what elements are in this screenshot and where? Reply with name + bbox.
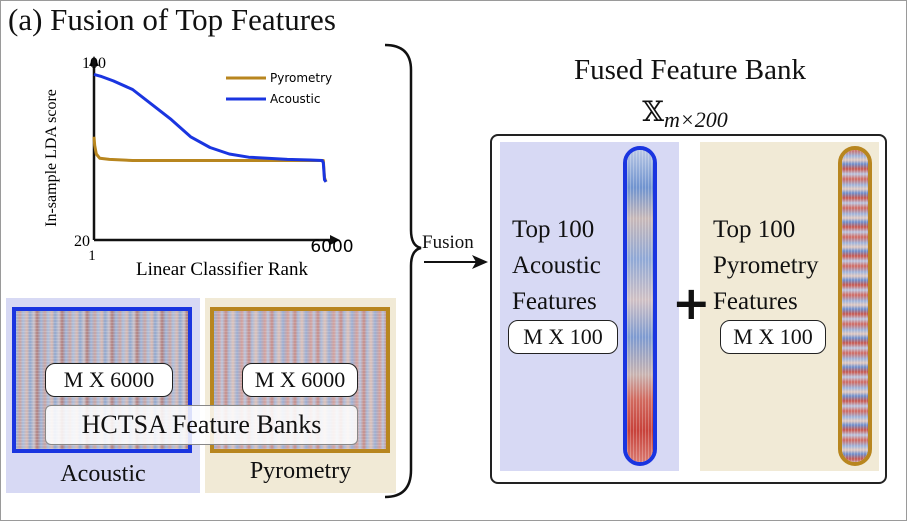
pyrometry-size-label: M X 6000 <box>242 363 358 397</box>
legend-label-acoustic: Acoustic <box>270 92 320 106</box>
x-tick-label-end: 6000 <box>310 237 353 257</box>
fused-pyrometry-text: Top 100 Pyrometry Features <box>713 212 819 320</box>
series-line-acoustic <box>93 72 328 183</box>
fused-pyrometry-line2: Pyrometry <box>713 252 819 279</box>
y-tick-label-max: 100 <box>82 55 106 72</box>
fused-bank-subscript: m×200 <box>664 107 728 132</box>
fusion-arrow <box>424 255 488 269</box>
fused-acoustic-size: M X 100 <box>508 320 618 354</box>
fused-bank-title: Fused Feature Bank <box>574 54 806 86</box>
fused-pyrometry-size: M X 100 <box>720 320 826 354</box>
fused-pyrometry-line3: Features <box>713 288 798 315</box>
plus-sign: + <box>672 276 711 330</box>
y-tick-label-min: 20 <box>74 233 90 250</box>
x-axis-arrow <box>330 235 340 245</box>
figure-title: (a) Fusion of Top Features <box>8 2 336 37</box>
hctsa-banner: HCTSA Feature Banks <box>45 405 358 445</box>
fused-pyrometry-line1: Top 100 <box>713 216 796 243</box>
acoustic-feature-column <box>623 146 657 466</box>
fused-acoustic-line2: Acoustic <box>512 252 601 279</box>
acoustic-size-label: M X 6000 <box>45 363 173 397</box>
fused-acoustic-text: Top 100 Acoustic Features <box>512 212 601 320</box>
pyrometry-panel-label: Pyrometry <box>249 458 352 484</box>
pyrometry-feature-column <box>838 146 872 466</box>
x-axis-label: Linear Classifier Rank <box>136 259 309 280</box>
lda-score-chart: 1 6000 20 100 Linear Classifier Rank In-sampl… <box>43 55 354 280</box>
y-axis-arrow <box>89 56 99 66</box>
acoustic-panel-label: Acoustic <box>60 461 146 487</box>
grouping-bracket <box>384 43 422 499</box>
y-axis-label: In-sample LDA score <box>43 89 60 227</box>
fused-bank-box <box>490 134 887 484</box>
fusion-label: Fusion <box>422 232 474 253</box>
fused-bank-symbol: 𝕏 <box>642 95 664 128</box>
x-tick-label-start: 1 <box>88 248 96 264</box>
fused-bank-math: 𝕏m×200 <box>585 95 785 132</box>
legend-label-pyrometry: Pyrometry <box>270 71 332 85</box>
fused-acoustic-line1: Top 100 <box>512 216 595 243</box>
fused-acoustic-line3: Features <box>512 288 597 315</box>
